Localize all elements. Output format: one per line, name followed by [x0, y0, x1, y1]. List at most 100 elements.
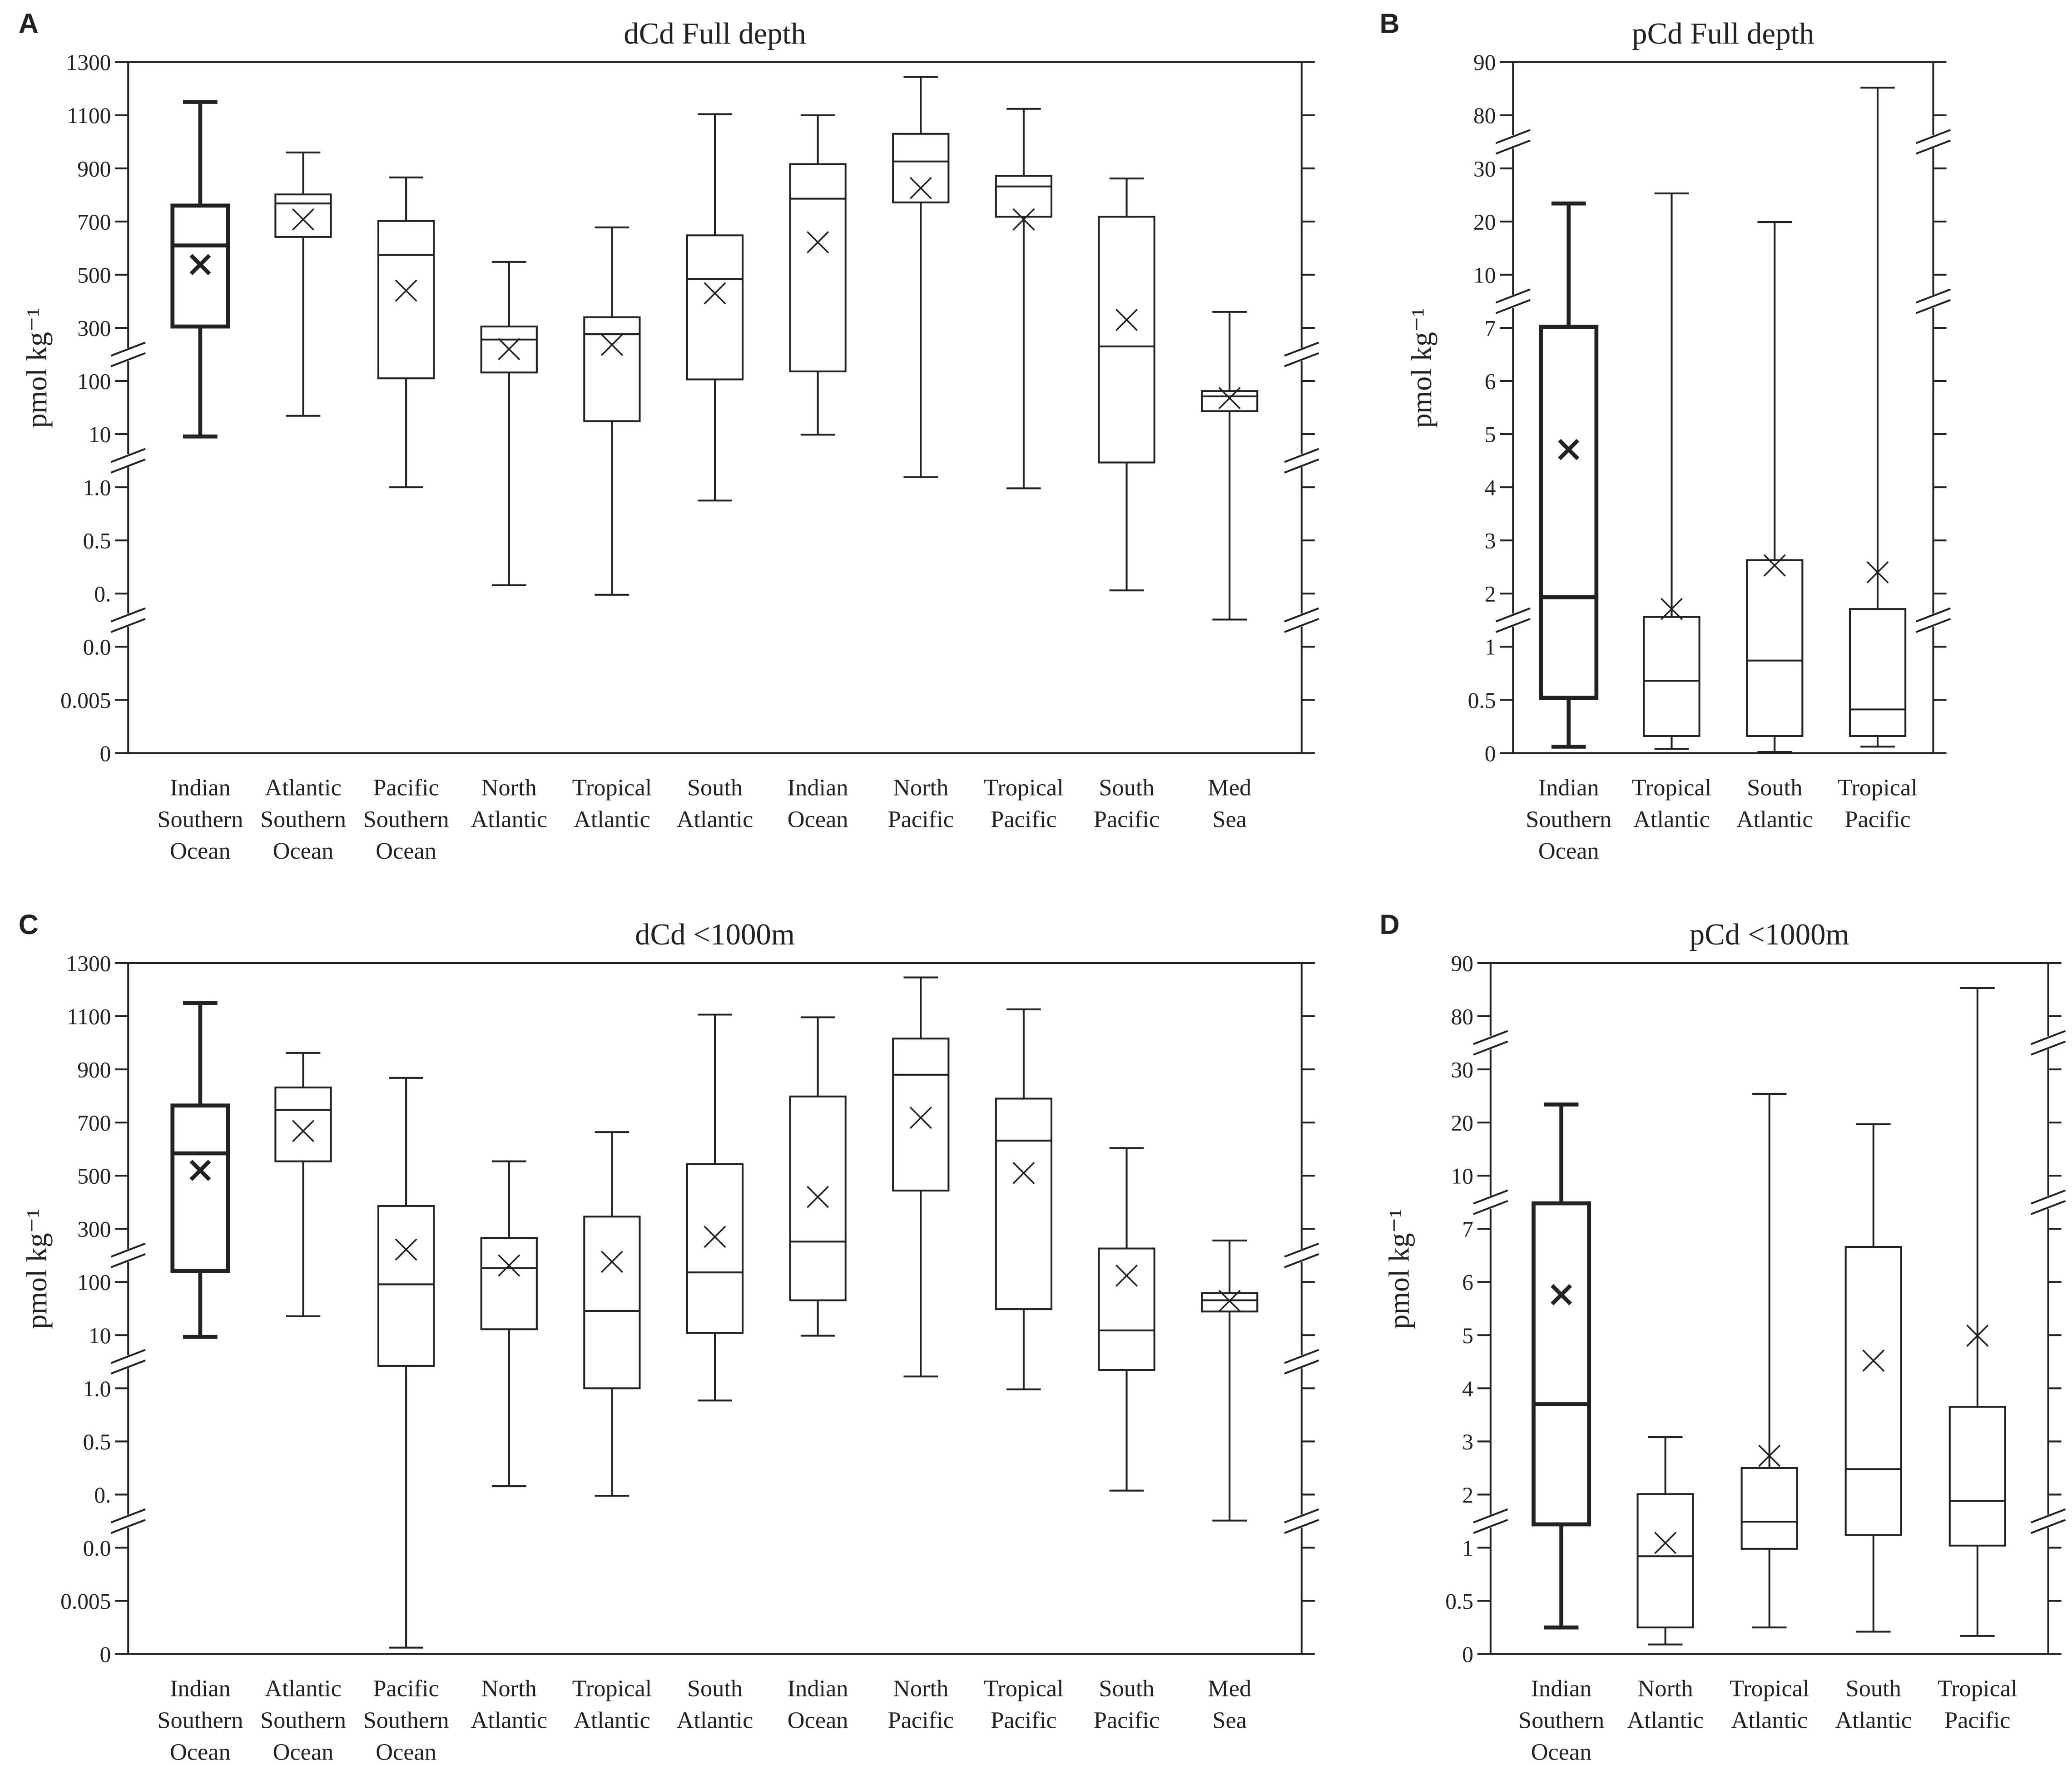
chart-title: pCd Full depth: [1632, 17, 1814, 50]
plot-frame: [1489, 962, 2049, 1655]
x-tick-label-line: Ocean: [788, 806, 848, 832]
mean-marker: [909, 1107, 932, 1129]
axis-break: [1495, 288, 1531, 304]
axis-break-gap: [1487, 1036, 1495, 1050]
box: [583, 316, 641, 422]
y-tick-label: 4: [1485, 475, 1496, 500]
y-tick-label: 7: [1462, 1217, 1473, 1242]
x-tick-label: Tropical Pacific: [1838, 774, 1918, 832]
y-tick-label: 100: [77, 1270, 111, 1295]
x-tick-label: Med Sea: [1208, 774, 1251, 832]
mean-marker: [807, 1186, 829, 1208]
axis-break: [1284, 1349, 1319, 1364]
axis-break: [1915, 139, 1951, 155]
x-tick-label-line: North: [481, 774, 537, 801]
x-tick-label: Indian Southern Ocean: [157, 774, 243, 864]
mean-marker: [600, 333, 623, 356]
y-tick-label: 900: [77, 1058, 111, 1083]
y-axis-label: pmol kg⁻¹: [20, 308, 53, 428]
mean-marker: [1012, 1162, 1035, 1184]
axis-break: [1284, 607, 1319, 623]
axis-break: [1284, 618, 1319, 633]
box: [1636, 1493, 1694, 1629]
axis-break: [110, 618, 146, 633]
x-tick-label-line: Southern: [157, 1707, 243, 1734]
x-tick-label: South Pacific: [1094, 774, 1160, 832]
x-tick-label-line: Southern: [157, 806, 243, 832]
box: [377, 1205, 435, 1367]
axis-break-gap: [1298, 1249, 1306, 1262]
mean-marker: [1218, 387, 1241, 410]
y-tick-label: 0: [100, 741, 111, 766]
x-tick-label-line: North: [893, 1676, 948, 1702]
x-tick-label-line: Indian: [1531, 1676, 1592, 1702]
y-tick-label: 0.5: [1468, 688, 1496, 713]
box: [274, 1086, 332, 1162]
panel-label: D: [1379, 909, 1399, 940]
x-tick-label: Indian Southern Ocean: [1526, 774, 1611, 864]
x-tick-label-line: Atlantic: [677, 806, 753, 832]
x-tick-label-line: North: [481, 1676, 537, 1702]
chart-title: dCd <1000m: [635, 918, 795, 951]
y-tick-label: 0.5: [83, 1429, 111, 1454]
y-tick-label: 90: [1473, 50, 1496, 75]
mean-marker: [1115, 1264, 1138, 1287]
axis-break-gap: [1298, 454, 1306, 468]
axis-break-gap: [1509, 613, 1517, 627]
box: [1844, 1246, 1902, 1536]
mean-marker: [498, 338, 520, 361]
axis-break: [1284, 1253, 1319, 1268]
mean-marker: [909, 177, 932, 199]
y-tick-label: 30: [1451, 1058, 1473, 1083]
x-tick-label: Atlantic Southern Ocean: [260, 774, 346, 864]
x-tick-label-line: Med: [1208, 1676, 1251, 1702]
axis-break: [1473, 1508, 1508, 1523]
y-tick-label: 0.0: [83, 1536, 111, 1561]
box: [1948, 1406, 2006, 1547]
y-tick-label: 1300: [66, 951, 111, 976]
mean-marker: [1866, 561, 1889, 583]
x-tick-label-line: Southern: [363, 1707, 449, 1734]
panel-label: B: [1379, 8, 1399, 39]
box: [789, 1095, 847, 1301]
y-tick-label: 2: [1485, 582, 1496, 607]
box: [1740, 1467, 1798, 1550]
y-tick-label: 700: [77, 1111, 111, 1136]
x-tick-label-line: Pacific: [1844, 806, 1910, 832]
y-tick-label: 10: [89, 422, 111, 447]
box: [1643, 616, 1700, 737]
x-tick-label-line: Ocean: [170, 838, 231, 864]
panel: 0 0.5 1 2 3 4 5 6 7 10 20 30 80 90 pCd Full depth Bpmol…: [1379, 8, 1951, 864]
axis-break-gap: [1298, 613, 1306, 627]
axis-break: [1284, 458, 1319, 474]
x-tick-label: North Atlantic: [1627, 1676, 1704, 1734]
y-tick-label: 7: [1485, 316, 1496, 341]
x-tick-label-line: South: [687, 774, 743, 801]
axis-break: [1284, 1360, 1319, 1374]
x-tick-label: South Atlantic: [677, 774, 753, 832]
axis-break-gap: [1487, 1196, 1495, 1209]
panel: 0 0.005 0.0 0. 0.5 1.0 10 100 300 500 700 900 1100 13…: [19, 8, 1319, 864]
x-tick-label-line: Tropical: [984, 774, 1064, 801]
box: [170, 1103, 230, 1273]
mean-marker: [189, 254, 211, 276]
box: [377, 220, 435, 380]
x-tick-label-line: Atlantic: [574, 806, 650, 832]
x-tick-label-line: Ocean: [273, 838, 334, 864]
x-tick-label-line: Atlantic: [471, 1707, 547, 1734]
plot-frame: [127, 61, 1303, 754]
y-tick-label: 0.0: [83, 635, 111, 660]
axis-break-gap: [1509, 135, 1517, 148]
x-tick-label: Tropical Atlantic: [1730, 1676, 1809, 1734]
axis-break: [110, 1519, 146, 1534]
axis-break: [1915, 618, 1951, 633]
x-tick-label-line: Atlantic: [1835, 1707, 1912, 1734]
axis-break: [1495, 139, 1531, 155]
axis-break: [1915, 607, 1951, 623]
axis-break: [110, 448, 146, 463]
y-tick-label: 1.0: [83, 1376, 111, 1401]
x-tick-label: North Atlantic: [471, 774, 547, 832]
axis-break-gap: [1298, 347, 1306, 361]
chart-title: pCd <1000m: [1690, 918, 1849, 951]
x-tick-label: Tropical Atlantic: [572, 774, 652, 832]
